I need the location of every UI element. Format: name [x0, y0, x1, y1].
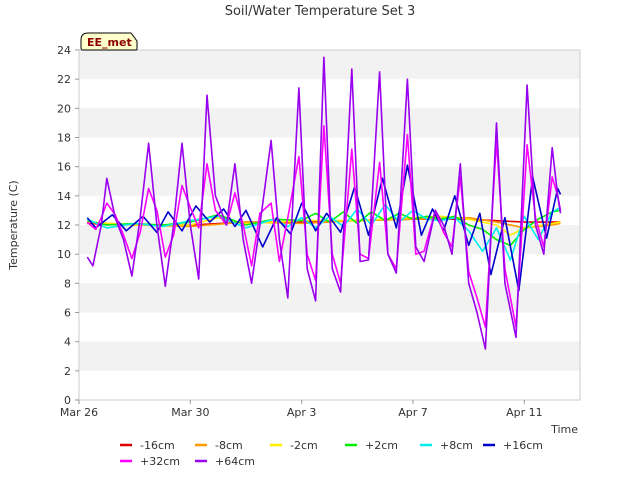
legend-item: +64cm: [195, 455, 255, 468]
legend-label: +32cm: [140, 455, 180, 468]
y-tick-label: 24: [57, 44, 71, 57]
y-tick-label: 2: [64, 365, 71, 378]
y-tick-label: 18: [57, 132, 71, 145]
grid-bands: [79, 50, 580, 371]
legend-item: -2cm: [270, 439, 318, 452]
legend-label: +64cm: [215, 455, 255, 468]
y-tick-label: 12: [57, 219, 71, 232]
x-axis-label: Time: [550, 423, 578, 436]
y-tick-label: 14: [57, 190, 71, 203]
chart-title: Soil/Water Temperature Set 3: [225, 4, 416, 19]
y-tick-label: 20: [57, 102, 71, 115]
legend-item: +2cm: [345, 439, 398, 452]
x-tick-label: Apr 7: [398, 406, 428, 419]
x-axis: Mar 26 Mar 30 Apr 3 Apr 7 Apr 11: [60, 400, 543, 419]
badge-label: EE_met: [87, 36, 132, 49]
legend-item: +16cm: [483, 439, 543, 452]
y-axis-label: Temperature (C): [7, 180, 20, 270]
legend-item: -8cm: [195, 439, 243, 452]
legend-label: -16cm: [140, 439, 175, 452]
grid-band: [79, 341, 580, 371]
y-tick-label: 6: [64, 307, 71, 320]
y-tick-label: 4: [64, 336, 71, 349]
y-tick-label: 22: [57, 73, 71, 86]
series-lines: [86, 56, 562, 350]
x-tick-label: Mar 26: [60, 406, 98, 419]
y-tick-label: 10: [57, 248, 71, 261]
legend: -16cm -8cm -2cm +2cm +8cm +16cm +32cm +64cm: [120, 439, 543, 468]
legend-item: +8cm: [420, 439, 473, 452]
x-tick-label: Apr 3: [287, 406, 317, 419]
grid-band: [79, 108, 580, 138]
grid-band: [79, 283, 580, 313]
legend-label: -2cm: [290, 439, 318, 452]
legend-label: +8cm: [440, 439, 473, 452]
series-line-64cm: [86, 56, 562, 350]
y-tick-label: 0: [64, 394, 71, 407]
grid-band: [79, 50, 580, 80]
y-tick-label: 16: [57, 161, 71, 174]
x-tick-label: Mar 30: [171, 406, 209, 419]
legend-label: +2cm: [365, 439, 398, 452]
legend-label: -8cm: [215, 439, 243, 452]
series-line-32cm: [86, 125, 562, 328]
legend-item: +32cm: [120, 455, 180, 468]
legend-label: +16cm: [503, 439, 543, 452]
legend-item: -16cm: [120, 439, 175, 452]
y-tick-label: 8: [64, 277, 71, 290]
x-tick-label: Apr 11: [506, 406, 543, 419]
series-badge: EE_met: [80, 32, 138, 51]
